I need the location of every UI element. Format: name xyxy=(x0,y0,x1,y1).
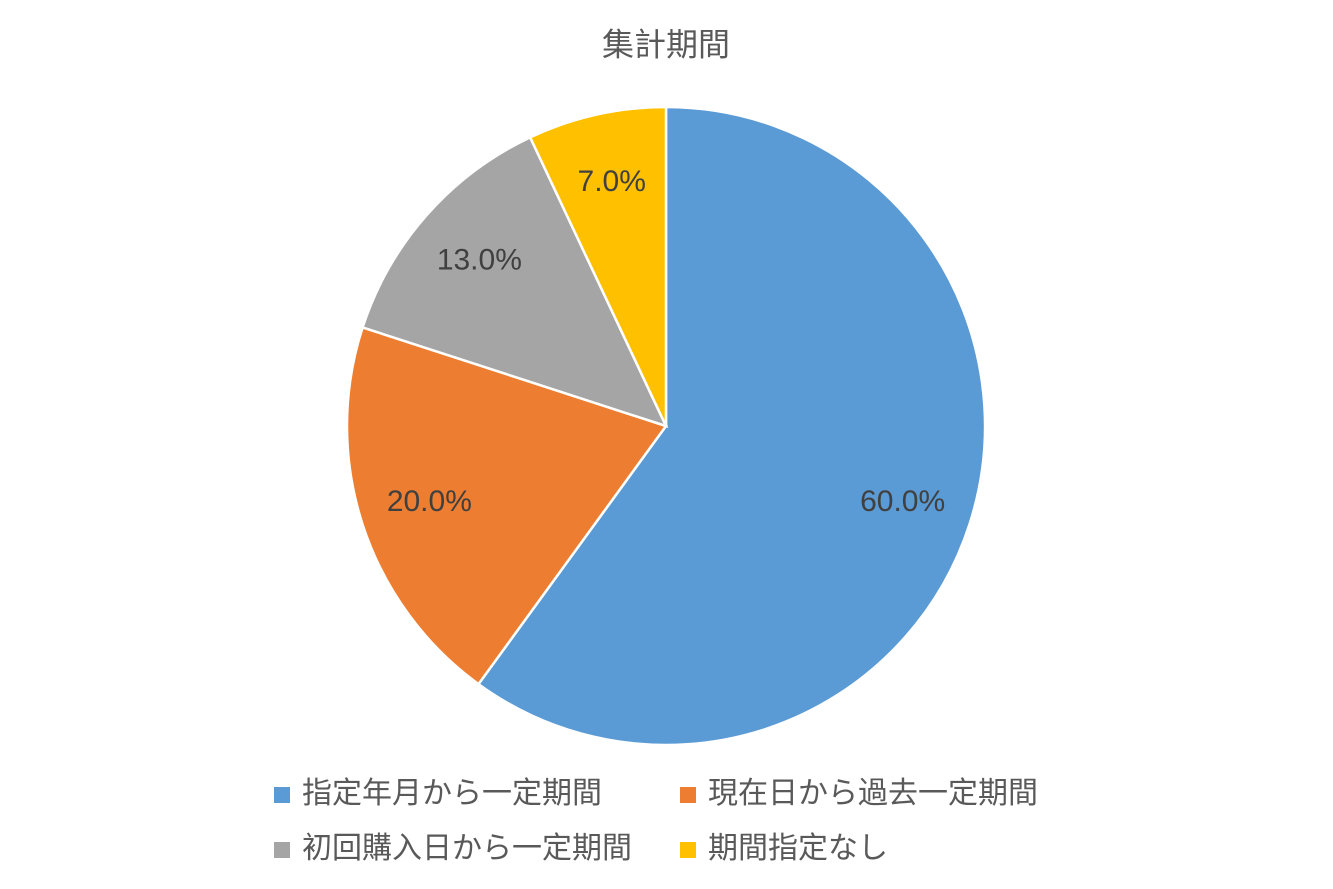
legend-label: 現在日から過去一定期間 xyxy=(708,777,1038,810)
pie-slice xyxy=(345,325,669,686)
pie-slice xyxy=(528,105,668,427)
legend-label: 期間指定なし xyxy=(708,832,888,865)
data-label: 13.0% xyxy=(437,243,522,276)
legend-swatch xyxy=(680,787,696,803)
legend-label: 初回購入日から一定期間 xyxy=(302,832,632,865)
data-label: 7.0% xyxy=(578,165,646,198)
pie-slice xyxy=(476,105,987,747)
legend-label: 指定年月から一定期間 xyxy=(302,777,602,810)
legend-swatch xyxy=(274,842,290,858)
data-label: 20.0% xyxy=(387,485,472,518)
pie-slice xyxy=(361,135,669,429)
data-label: 60.0% xyxy=(860,485,945,518)
legend-swatch xyxy=(274,787,290,803)
chart-title: 集計期間 xyxy=(602,26,730,62)
legend-swatch xyxy=(680,842,696,858)
